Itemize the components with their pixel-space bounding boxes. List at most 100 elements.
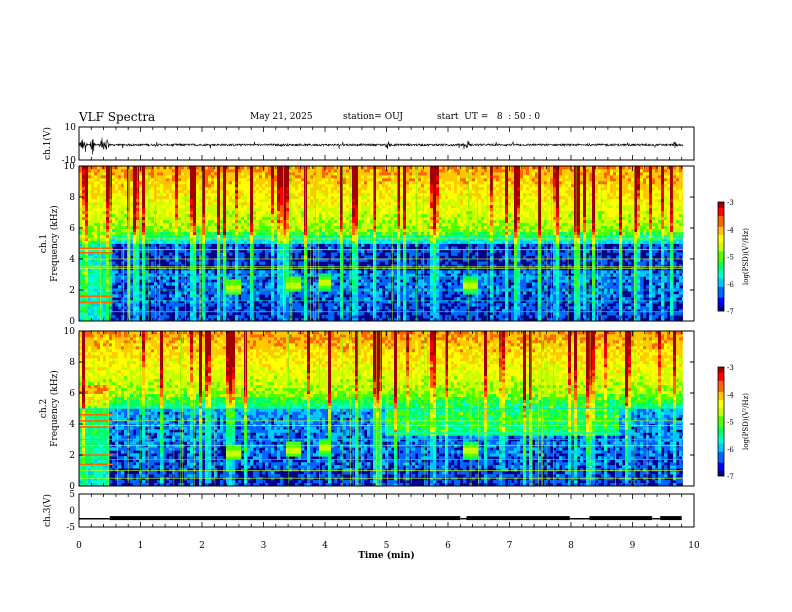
ch1-spectrogram-cell — [178, 273, 182, 277]
ch1-spectrogram-cell — [331, 222, 335, 227]
ch1-spectrogram-cell — [211, 177, 215, 182]
ch1-spectrogram-cell — [238, 198, 242, 203]
ch1-spectrogram-cell — [400, 231, 404, 235]
ch1-spectrogram-cell — [223, 309, 227, 313]
ch1-spectrogram-cell — [397, 282, 401, 286]
ch1-spectrogram-cell — [340, 249, 344, 253]
ch1-spectrogram-cell — [202, 306, 206, 310]
ch1-spectrogram-cell — [151, 171, 155, 176]
ch1-spectrogram-cell — [88, 228, 92, 232]
ch1-spectrogram-cell — [124, 201, 128, 206]
ch1-spectrogram-cell — [175, 252, 179, 256]
ch1-spectrogram-cell — [349, 231, 353, 235]
ch1-spectrogram-cell — [82, 189, 86, 194]
ch1-spectrogram-cell — [394, 171, 398, 176]
ch1-spectrogram-cell — [382, 258, 386, 262]
ch1-spectrogram-cell — [187, 219, 191, 224]
ch1-spectrogram-cell — [238, 246, 242, 250]
ch1-spectrogram-cell — [292, 261, 296, 265]
ch1-spectrogram-cell — [208, 192, 212, 197]
ch1-spectrogram-cell — [358, 228, 362, 232]
ch1-spectrogram-cell — [217, 222, 221, 227]
ch1-spectrogram-cell — [370, 204, 374, 209]
ch1-spectrogram-cell — [403, 204, 407, 209]
ch1-spectrogram-cell — [217, 189, 221, 194]
ch1-spectrogram-cell — [196, 168, 200, 173]
ch1-spectrogram-cell — [235, 246, 239, 250]
ch1-spectrogram-cell — [376, 166, 380, 170]
ch1-spectrogram-cell — [187, 171, 191, 176]
ch1-spectrogram-cell — [412, 282, 416, 286]
ch1-spectrogram-cell — [127, 201, 131, 206]
ch1-spectrogram-cell — [388, 195, 392, 200]
ch1-spectrogram-cell — [142, 225, 146, 229]
ch1-spectrogram-cell — [280, 306, 284, 310]
ch1-spectrogram-cell — [292, 297, 296, 301]
ch1-spectrogram-cell — [148, 219, 152, 224]
ch1-spectrogram-cell — [316, 195, 320, 200]
ch1-spectrogram-cell — [112, 243, 116, 247]
ch1-spectrogram-cell — [346, 189, 350, 194]
ch1-spectrogram-cell — [172, 171, 176, 176]
ch1-spectrogram-cell — [310, 312, 314, 316]
ch1-spectrogram-cell — [223, 252, 227, 256]
ch1-spectrogram-cell — [226, 222, 230, 227]
ch1-spectrogram-cell — [373, 243, 377, 247]
ch1-spectrogram-cell — [262, 174, 266, 179]
ch1-spectrogram-cell — [148, 231, 152, 235]
ch1-spectrogram-cell — [352, 174, 356, 179]
ch1-spectrogram-cell — [202, 270, 206, 274]
ch1-spectrogram-cell — [319, 228, 323, 232]
ch1-spectrogram-cell — [223, 180, 227, 185]
ch1-spectrogram-cell — [223, 192, 227, 197]
ch1-spectrogram-cell — [418, 279, 422, 283]
ch1-spectrogram-cell — [256, 258, 260, 262]
ch1-spectrogram-cell — [106, 177, 110, 182]
ch1-spectrogram-cell — [232, 222, 236, 227]
ch1-spectrogram-cell — [406, 291, 410, 295]
ch1-spectrogram-cell — [121, 225, 125, 229]
ch1-spectrogram-cell — [100, 189, 104, 194]
ch1-spectrogram-cell — [151, 231, 155, 235]
ch1-spectrogram-cell — [88, 297, 92, 301]
ch1-spectrogram-cell — [295, 279, 299, 283]
ch1-spectrogram-cell — [253, 261, 257, 265]
ch1-spectrogram-cell — [355, 258, 359, 262]
ch1-spectrogram-cell — [208, 180, 212, 185]
ch1-spectrogram-cell — [163, 216, 167, 221]
ch1-spectrogram-cell — [115, 213, 119, 218]
ch1-spectrogram-cell — [292, 279, 296, 283]
ch1-spectrogram-cell — [277, 255, 281, 259]
ch1-spectrogram-cell — [163, 213, 167, 218]
ch1-spectrogram-cell — [250, 285, 254, 289]
ch1-spectrogram-cell — [181, 198, 185, 203]
ch1-spectrogram-cell — [412, 186, 416, 191]
ch1-spectrogram-cell — [100, 231, 104, 235]
ch1-spectrogram-cell — [256, 312, 260, 316]
ch1-spectrogram-cell — [346, 273, 350, 277]
ch1-spectrogram-cell — [169, 183, 173, 188]
ch1-spectrogram-cell — [409, 183, 413, 188]
ch1-spectrogram-cell — [316, 192, 320, 197]
ch1-spectrogram-cell — [145, 273, 149, 277]
ch1-spectrogram-cell — [175, 192, 179, 197]
ch1-spectrogram-cell — [241, 228, 245, 232]
ch1-spectrogram-cell — [412, 168, 416, 173]
ch1-spectrogram-cell — [274, 222, 278, 227]
ch1-spectrogram-cell — [127, 276, 131, 280]
ch1-spectrogram-cell — [274, 177, 278, 182]
ch1-spectrogram-cell — [361, 252, 365, 256]
ch1-spectrogram-cell — [322, 228, 326, 232]
ch1-spectrogram-cell — [214, 168, 218, 173]
ch1-spectrogram-cell — [346, 192, 350, 197]
ch1-spectrogram-cell — [223, 195, 227, 200]
ch1-spectrogram-cell — [346, 234, 350, 238]
ch1-spectrogram-cell — [334, 213, 338, 218]
ch1-spectrogram-cell — [124, 294, 128, 298]
ch1-spectrogram-cell — [256, 201, 260, 206]
ch1-spectrogram-cell — [175, 216, 179, 221]
ch1-spectrogram-cell — [121, 183, 125, 188]
ch1-spectrogram-cell — [370, 291, 374, 295]
ch1-spectrogram-cell — [217, 294, 221, 298]
ch1-spectrogram-cell — [91, 315, 95, 319]
